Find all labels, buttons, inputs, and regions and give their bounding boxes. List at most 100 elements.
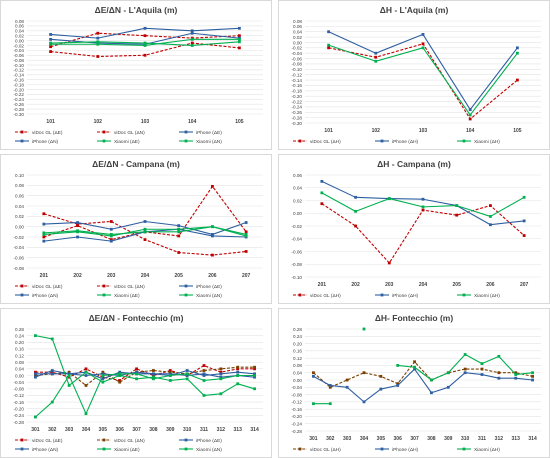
chart-title: ΔH - L'Aquila (m) bbox=[380, 5, 449, 15]
y-tick-label: -0.18 bbox=[292, 89, 303, 94]
chart-svg-5: ΔE/ΔN - Fontecchio (m) -0.28 -0.24-0.20 -0.… bbox=[14, 313, 263, 453]
series-1 bbox=[320, 202, 526, 265]
data-point bbox=[480, 373, 484, 376]
chart-panel-2: ΔH - L'Aquila (m) -0.30 -0.28 -0.26 -0.24 -0.… bbox=[278, 0, 550, 150]
data-point bbox=[143, 41, 147, 45]
data-point bbox=[76, 235, 79, 239]
legend-label: Xiaomi (ΔE) bbox=[114, 447, 140, 453]
data-point bbox=[109, 233, 113, 236]
data-point bbox=[101, 375, 105, 379]
data-point bbox=[50, 372, 54, 376]
y-tick-label: -0.20 bbox=[292, 94, 303, 99]
data-point bbox=[455, 204, 459, 207]
data-point bbox=[202, 374, 206, 377]
data-point bbox=[497, 354, 501, 358]
y-tick-label: -0.22 bbox=[292, 99, 303, 104]
data-point bbox=[190, 29, 194, 33]
series-1 bbox=[327, 42, 519, 121]
y-tick-label: -0.28 bbox=[292, 429, 303, 434]
data-point bbox=[236, 365, 240, 369]
legend-label: iPhone (ΔE) bbox=[196, 438, 222, 444]
x-tick-label: 301 bbox=[31, 427, 40, 433]
y-tick-label: -0.16 bbox=[292, 407, 303, 412]
data-point bbox=[211, 184, 214, 188]
legend-label: iPhone (ΔN) bbox=[32, 293, 59, 299]
legend-item: Xiaomi (ΔE) bbox=[97, 139, 140, 145]
data-point bbox=[219, 377, 223, 381]
data-point bbox=[101, 370, 105, 374]
y-tick-label: -0.28 bbox=[292, 115, 303, 120]
legend-label: Xiaomi (ΔH) bbox=[474, 293, 500, 299]
data-point bbox=[531, 374, 534, 378]
legend-item: Xiaomi (ΔH) bbox=[457, 447, 500, 453]
y-tick-label: 0.04 bbox=[293, 186, 302, 191]
data-point bbox=[396, 382, 400, 386]
x-tick-label: 304 bbox=[82, 427, 91, 433]
legend-label: viDoc GL (ΔE) bbox=[32, 130, 63, 136]
data-point bbox=[190, 41, 194, 45]
data-point bbox=[463, 371, 467, 375]
data-point bbox=[135, 370, 138, 374]
legend-item: iPhone (ΔN) bbox=[15, 447, 59, 453]
data-point bbox=[42, 233, 46, 236]
series-5 bbox=[34, 334, 256, 397]
legend-label: iPhone (ΔE) bbox=[196, 130, 222, 136]
x-tick-label: 204 bbox=[141, 273, 150, 279]
chart-panel-3: ΔE/ΔN - Campana (m) -0.08 -0.06 -0.04 -0.02 0… bbox=[0, 154, 272, 304]
data-point bbox=[185, 372, 189, 376]
data-point bbox=[430, 391, 433, 395]
x-tick-label: 301 bbox=[309, 436, 318, 442]
series-6 bbox=[34, 372, 256, 419]
series-6 bbox=[42, 225, 248, 238]
data-point bbox=[152, 372, 155, 376]
y-tick-label: -0.08 bbox=[14, 387, 25, 392]
data-point bbox=[345, 385, 349, 389]
chart-panel-5: ΔE/ΔN - Fontecchio (m) -0.28 -0.24 -0.20 -0.… bbox=[0, 308, 272, 458]
legend-item: viDoc GL (ΔH) bbox=[293, 447, 341, 453]
data-point bbox=[84, 370, 88, 374]
series-1 bbox=[42, 212, 248, 257]
legend-label: viDoc GL (ΔH) bbox=[310, 447, 341, 453]
y-tick-label: 0.04 bbox=[293, 371, 302, 376]
data-point bbox=[84, 367, 88, 371]
chart-svg-3: ΔE/ΔN - Campana (m) -0.08 -0.06 -0.04 -0.02 0… bbox=[14, 159, 263, 299]
x-tick-label: 306 bbox=[116, 427, 125, 433]
legend-label: viDoc GL (ΔE) bbox=[32, 438, 63, 444]
data-point bbox=[135, 367, 138, 371]
data-point bbox=[34, 370, 37, 374]
data-point bbox=[34, 375, 37, 379]
y-tick-label: 0.04 bbox=[15, 29, 24, 34]
x-tick-label: 103 bbox=[419, 128, 428, 134]
x-tick-label: 101 bbox=[324, 128, 333, 134]
legend-label: Xiaomi (ΔN) bbox=[196, 293, 222, 299]
y-tick-label: 0.00 bbox=[293, 40, 302, 45]
data-point bbox=[152, 377, 155, 381]
data-point bbox=[211, 234, 214, 238]
y-tick-label: -0.02 bbox=[292, 46, 303, 51]
legend-item: iPhone (ΔH) bbox=[375, 139, 419, 145]
y-tick-label: -0.04 bbox=[14, 48, 25, 53]
chart-title: ΔE/ΔN - Campana (m) bbox=[92, 159, 180, 169]
data-point bbox=[67, 374, 71, 377]
legend-label: iPhone (ΔH) bbox=[392, 139, 419, 145]
y-tick-label: -0.24 bbox=[14, 97, 25, 102]
y-tick-label: 0.08 bbox=[15, 360, 24, 365]
legend-item: viDoc GL (ΔE) bbox=[15, 438, 63, 444]
y-tick-label: 0.04 bbox=[15, 367, 24, 372]
data-point bbox=[118, 372, 122, 376]
y-tick-label: 0.08 bbox=[15, 19, 24, 24]
data-point bbox=[480, 362, 484, 366]
data-point bbox=[152, 369, 155, 372]
legend-item: Xiaomi (ΔN) bbox=[179, 139, 222, 145]
data-point bbox=[514, 373, 518, 376]
series-line bbox=[321, 203, 525, 264]
data-point bbox=[516, 51, 519, 55]
x-tick-label: 105 bbox=[235, 119, 244, 125]
data-point bbox=[362, 327, 366, 331]
data-point bbox=[522, 195, 526, 199]
y-tick-label: -0.04 bbox=[14, 245, 25, 250]
x-tick-label: 205 bbox=[175, 273, 184, 279]
data-point bbox=[76, 222, 79, 226]
data-point bbox=[168, 379, 172, 382]
x-tick-label: 201 bbox=[40, 273, 49, 279]
